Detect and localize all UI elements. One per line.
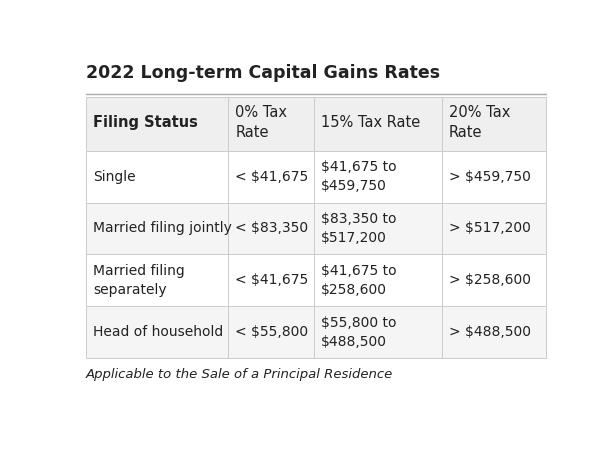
Text: < $83,350: < $83,350 <box>236 221 308 235</box>
Text: Applicable to the Sale of a Principal Residence: Applicable to the Sale of a Principal Re… <box>86 368 394 381</box>
Text: > $488,500: > $488,500 <box>449 325 531 339</box>
Bar <box>442 255 546 306</box>
Text: Married filing
separately: Married filing separately <box>93 264 185 297</box>
Bar <box>86 255 228 306</box>
Text: 15% Tax Rate: 15% Tax Rate <box>321 115 420 130</box>
Bar <box>314 151 442 202</box>
Text: > $459,750: > $459,750 <box>449 170 531 184</box>
Text: < $55,800: < $55,800 <box>236 325 308 339</box>
Text: Married filing jointly: Married filing jointly <box>93 221 232 235</box>
Bar <box>314 306 442 358</box>
Bar <box>86 202 228 255</box>
Bar <box>228 202 314 255</box>
Bar <box>442 306 546 358</box>
Text: 0% Tax
Rate: 0% Tax Rate <box>236 106 288 140</box>
Text: > $258,600: > $258,600 <box>449 273 531 287</box>
Text: 2022 Long-term Capital Gains Rates: 2022 Long-term Capital Gains Rates <box>86 64 440 82</box>
Bar <box>442 97 546 151</box>
Text: $41,675 to
$459,750: $41,675 to $459,750 <box>321 160 397 193</box>
Text: $55,800 to
$488,500: $55,800 to $488,500 <box>321 316 396 349</box>
Text: < $41,675: < $41,675 <box>236 170 308 184</box>
Bar <box>442 151 546 202</box>
Bar <box>86 97 228 151</box>
Text: Filing Status: Filing Status <box>93 115 198 130</box>
Bar <box>228 306 314 358</box>
Text: $41,675 to
$258,600: $41,675 to $258,600 <box>321 264 397 297</box>
Bar <box>228 255 314 306</box>
Text: $83,350 to
$517,200: $83,350 to $517,200 <box>321 212 396 245</box>
Bar <box>228 151 314 202</box>
Bar <box>442 202 546 255</box>
Text: 20% Tax
Rate: 20% Tax Rate <box>449 106 510 140</box>
Text: Head of household: Head of household <box>93 325 223 339</box>
Bar <box>314 202 442 255</box>
Text: > $517,200: > $517,200 <box>449 221 531 235</box>
Bar <box>314 255 442 306</box>
Bar <box>314 97 442 151</box>
Bar <box>86 306 228 358</box>
Bar <box>228 97 314 151</box>
Text: < $41,675: < $41,675 <box>236 273 308 287</box>
Bar <box>86 151 228 202</box>
Text: Single: Single <box>93 170 136 184</box>
